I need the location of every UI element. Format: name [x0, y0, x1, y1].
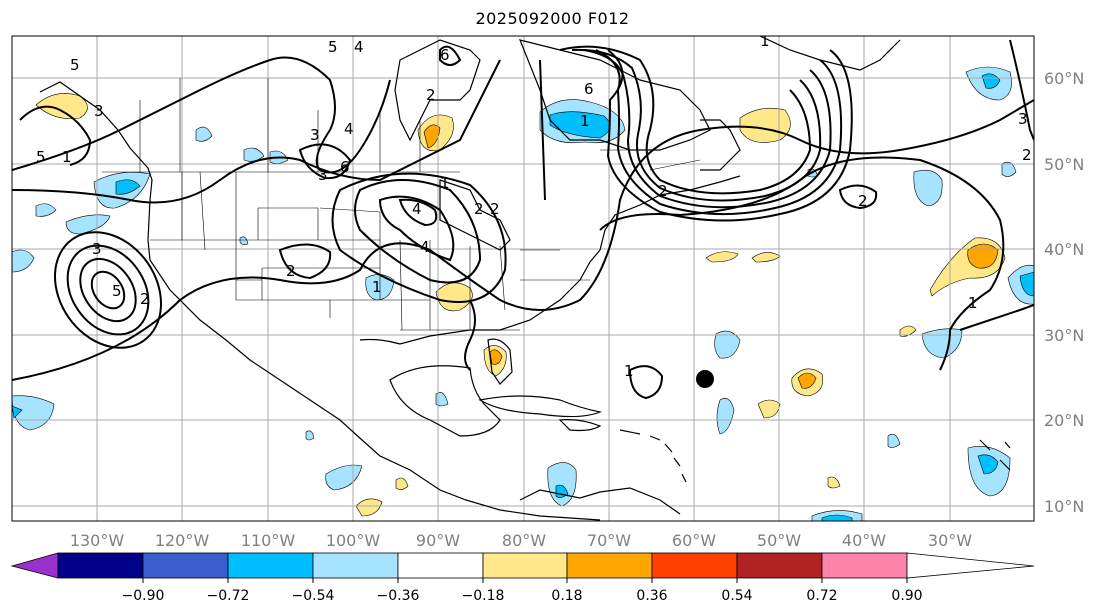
contour-label: 1 [760, 32, 770, 50]
contour-label: 4 [354, 38, 364, 56]
lat-label: 20°N [1044, 411, 1084, 430]
colorbar-tick-label: 0.90 [891, 588, 922, 604]
contour-label: 3 [92, 240, 102, 258]
colorbar-tick-label: −0.90 [122, 588, 165, 604]
lon-label: 120°W [155, 531, 210, 550]
contour-label: 2 [858, 192, 868, 210]
contour-label: 1 [372, 278, 382, 296]
contour-label: 1 [580, 112, 590, 130]
lon-label: 70°W [587, 531, 631, 550]
lon-label: 110°W [241, 531, 296, 550]
storm-center-dot [696, 370, 714, 388]
lon-label: 80°W [502, 531, 546, 550]
contour-label: 2 [474, 200, 484, 218]
map-frame [11, 35, 1035, 522]
contour-label: 4 [412, 200, 422, 218]
colorbar-tick-label: 0.36 [636, 588, 667, 604]
colorbar-swatch [566, 552, 653, 579]
colorbar-tick-label: 0.18 [551, 588, 582, 604]
colorbar-swatch [482, 552, 568, 579]
contour-label: 2 [286, 262, 296, 280]
lat-label: 50°N [1044, 155, 1084, 174]
contour-label: 1 [968, 294, 978, 312]
colorbar-tick-label: −0.36 [377, 588, 420, 604]
colorbar-swatch [821, 552, 908, 579]
contour-label: 5 [328, 38, 338, 56]
colorbar-swatch-over [906, 552, 1035, 579]
colorbar-swatch [397, 552, 484, 579]
contour-labels: 5 4 6 5 2 3 4 1 6 5 1 2 3 4 1 2 3 2 1 6 … [36, 32, 1032, 380]
contour-label: 2 [426, 86, 436, 104]
lat-label: 10°N [1044, 497, 1084, 516]
contour-label: 5 [36, 148, 46, 166]
colorbar-tick-label: 0.72 [806, 588, 837, 604]
contour-label: 3 [94, 102, 104, 120]
coastlines [39, 36, 1011, 521]
longitude-labels: 130°W 120°W 110°W 100°W 90°W 80°W 70°W 6… [70, 531, 972, 550]
colorbar-tick-label: −0.72 [207, 588, 250, 604]
contour-label: 2 [1022, 146, 1032, 164]
contour-label: 2 [140, 290, 150, 308]
contour-label: 1 [624, 362, 634, 380]
colorbar-swatch [651, 552, 738, 579]
lat-label: 30°N [1044, 326, 1084, 345]
colorbar-swatch [142, 552, 229, 579]
colorbar-tick-label: −0.18 [462, 588, 505, 604]
colorbar-tick-labels: −0.90 −0.72 −0.54 −0.36 −0.18 0.18 0.36 … [122, 588, 923, 604]
colorbar-swatch-under [10, 552, 59, 579]
contour-label: 5 [70, 56, 80, 74]
contour-label: 4 [344, 120, 354, 138]
lon-label: 60°W [672, 531, 716, 550]
contour-label: 2 [658, 182, 668, 200]
colorbar-swatch [57, 552, 144, 579]
colorbar-ticks [142, 578, 908, 583]
lon-label: 100°W [326, 531, 381, 550]
map-title: 2025092000 F012 [475, 9, 630, 28]
colorbar-tick-label: 0.54 [721, 588, 752, 604]
lon-label: 30°W [928, 531, 972, 550]
lon-label: 90°W [416, 531, 460, 550]
contour-label: 1 [440, 174, 450, 192]
contour-lines [12, 39, 1034, 400]
contour-label: 6 [340, 158, 350, 176]
lat-label: 40°N [1044, 240, 1084, 259]
shaded-anomalies [12, 66, 1034, 521]
colorbar-swatch [736, 552, 823, 579]
colorbar-swatch [312, 552, 399, 579]
colorbar [10, 552, 1035, 579]
colorbar-tick-label: −0.54 [292, 588, 335, 604]
lon-label: 130°W [70, 531, 125, 550]
contour-label: 1 [62, 148, 72, 166]
contour-label: 4 [420, 238, 430, 256]
latitude-labels: 60°N 50°N 40°N 30°N 20°N 10°N [1044, 69, 1084, 516]
contour-label: 2 [490, 200, 500, 218]
lon-label: 40°W [842, 531, 886, 550]
contour-label: 6 [440, 46, 450, 64]
contour-label: 5 [112, 282, 122, 300]
contour-label: 3 [1018, 110, 1028, 128]
colorbar-swatch [227, 552, 314, 579]
lon-label: 50°W [757, 531, 801, 550]
map-area: 5 4 6 5 2 3 4 1 6 5 1 2 3 4 1 2 3 2 1 6 … [12, 32, 1034, 521]
lat-label: 60°N [1044, 69, 1084, 88]
contour-label: 3 [318, 166, 328, 184]
graticule [12, 36, 1034, 521]
contour-label: 3 [310, 126, 320, 144]
contour-label: 6 [584, 80, 594, 98]
